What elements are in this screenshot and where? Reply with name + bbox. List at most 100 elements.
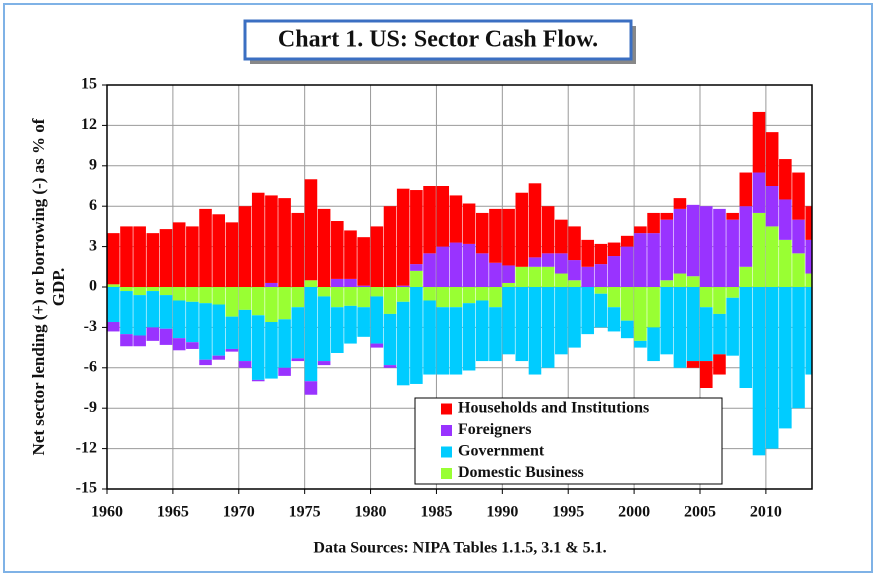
bar-segment <box>739 206 753 267</box>
x-tick-label: 1995 <box>552 504 584 521</box>
source-note: Data Sources: NIPA Tables 1.1.5, 3.1 & 5… <box>313 540 606 557</box>
bar-segment <box>449 195 463 243</box>
bar-segment <box>331 278 344 287</box>
bar-segment <box>133 335 146 347</box>
bar-segment <box>752 111 766 173</box>
bar-segment <box>278 319 291 368</box>
bar-segment <box>449 242 463 287</box>
x-tick-label: 1975 <box>289 504 321 521</box>
bar-segment <box>225 348 239 352</box>
bar-segment <box>462 243 476 287</box>
bar-segment <box>278 287 291 320</box>
bar-segment <box>159 295 173 329</box>
bar-segment <box>686 287 700 362</box>
bar-segment <box>739 287 753 388</box>
bar-segment <box>225 222 239 287</box>
bar-segment <box>449 287 463 308</box>
bar-segment <box>225 316 239 349</box>
y-tick-label: -6 <box>84 358 97 375</box>
bar-segment <box>792 172 805 220</box>
x-tick-label: 1990 <box>486 504 518 521</box>
bar-segment <box>462 287 476 304</box>
bar-segment <box>317 361 331 366</box>
bar-segment <box>357 287 370 308</box>
bar-segment <box>502 208 515 266</box>
bar-segment <box>304 280 318 287</box>
bar-segment <box>107 284 120 287</box>
bar-segment <box>489 262 502 287</box>
bar-segment <box>331 307 344 353</box>
y-tick-label: -12 <box>76 439 97 456</box>
bar-segment <box>462 303 476 371</box>
bar-segment <box>120 334 133 347</box>
bar-segment <box>436 307 450 375</box>
bar-segment <box>370 287 384 297</box>
bar-segment <box>634 287 647 341</box>
bar-segment <box>423 253 436 287</box>
bar-segment <box>541 206 555 254</box>
bar-segment <box>713 287 726 314</box>
bar-segment <box>581 266 594 287</box>
bar-segment <box>739 172 753 207</box>
bar-segment <box>304 287 318 382</box>
bar-segment <box>265 287 278 323</box>
x-tick-label: 1965 <box>157 504 189 521</box>
bar-segment <box>647 233 660 287</box>
bar-segment <box>699 307 713 362</box>
y-tick-label: 9 <box>89 156 97 173</box>
bar-segment <box>317 296 331 362</box>
bar-segment <box>686 276 700 287</box>
bar-segment <box>265 322 278 379</box>
bar-segment <box>555 287 568 355</box>
legend-swatch <box>441 403 452 415</box>
bar-segment <box>146 233 160 287</box>
legend-swatch <box>441 425 452 436</box>
bar-segment <box>186 342 199 349</box>
bar-segment <box>225 287 239 317</box>
legend-swatch <box>441 468 452 479</box>
bar-segment <box>673 198 687 209</box>
y-axis-label: GDP. <box>49 268 68 307</box>
y-axis-label: Net sector lending (+) or borrowing (-) … <box>29 118 48 455</box>
bar-segment <box>528 183 542 258</box>
bar-segment <box>726 297 739 356</box>
bar-segment <box>172 287 186 301</box>
bar-segment <box>317 208 331 287</box>
bar-segment <box>805 287 812 375</box>
bar-segment <box>199 208 212 287</box>
bar-segment <box>779 199 792 240</box>
bar-segment <box>475 300 489 362</box>
bar-segment <box>528 257 542 267</box>
bar-segment <box>555 273 568 287</box>
bar-segment <box>212 287 225 305</box>
bar-segment <box>172 222 186 287</box>
bar-segment <box>172 338 186 351</box>
bar-segment <box>146 291 160 328</box>
bar-segment <box>238 309 252 362</box>
bar-segment <box>541 253 555 267</box>
bar-segment <box>607 256 621 287</box>
bar-segment <box>251 287 265 316</box>
bar-segment <box>383 206 397 287</box>
bar-segment <box>199 303 212 360</box>
bar-segment <box>238 361 252 368</box>
bar-segment <box>686 361 700 368</box>
bar-segment <box>436 246 450 287</box>
bar-segment <box>357 237 370 286</box>
bar-segment <box>541 287 555 368</box>
bar-segment <box>647 212 660 234</box>
bar-segment <box>502 282 515 287</box>
y-tick-label: -3 <box>84 318 97 335</box>
bar-segment <box>462 203 476 244</box>
bar-segment <box>541 266 555 287</box>
bar-segment <box>739 266 753 287</box>
bar-segment <box>792 287 805 409</box>
bar-segment <box>475 287 489 301</box>
bar-segment <box>779 239 792 287</box>
bar-segment <box>199 359 212 366</box>
bar-segment <box>779 287 792 429</box>
bar-segment <box>304 179 318 281</box>
bar-segment <box>291 212 305 287</box>
bar-segment <box>489 307 502 362</box>
bar-segment <box>265 195 278 283</box>
